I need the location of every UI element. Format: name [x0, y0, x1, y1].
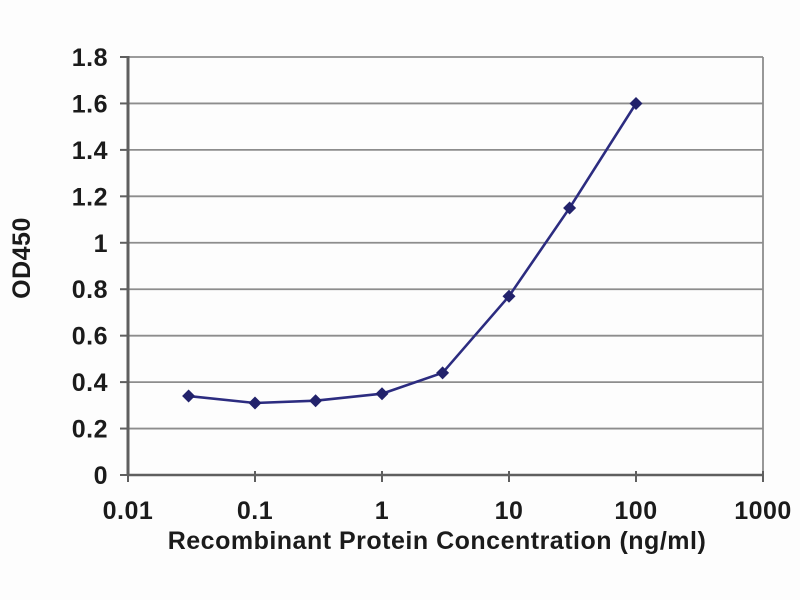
series-group	[182, 96, 643, 410]
x-tick-label: 0.1	[237, 497, 273, 525]
y-tick-label: 0.6	[72, 323, 108, 351]
gridlines-group	[128, 56, 764, 475]
y-tick-label: 0.8	[72, 276, 108, 304]
data-point-marker	[436, 366, 450, 380]
x-tick-label: 1000	[734, 497, 792, 525]
data-point-marker	[629, 96, 643, 110]
y-tick-label: 0.4	[72, 369, 108, 397]
x-tick-label: 100	[614, 497, 657, 525]
data-point-marker	[375, 387, 389, 401]
y-tick-label: 1.8	[72, 44, 108, 72]
x-axis-label: Recombinant Protein Concentration (ng/ml…	[168, 527, 707, 555]
data-point-marker	[309, 394, 323, 408]
y-axis-label: OD450	[8, 217, 36, 299]
y-tick-label: 1.6	[72, 90, 108, 118]
y-tick-label: 1.2	[72, 183, 108, 211]
y-tick-label: 0.2	[72, 416, 108, 444]
x-tick-label: 1	[375, 497, 389, 525]
tick-labels-group: 0 0.2 0.4 0.6 0.8 1 1.2 1.4 1.6 1.8 0.01 0.1 1 10 100 1…	[72, 44, 792, 525]
y-tick-label: 1	[94, 230, 108, 258]
x-tick-label: 10	[495, 497, 524, 525]
y-tick-label: 1.4	[72, 137, 108, 165]
data-point-marker	[248, 396, 262, 410]
data-point-marker	[182, 389, 196, 403]
x-tick-label: 0.01	[103, 497, 154, 525]
data-point-marker	[563, 201, 577, 215]
y-tick-label: 0	[94, 462, 108, 490]
data-point-marker	[502, 289, 516, 303]
series-line	[187, 102, 638, 405]
axes-group	[120, 56, 764, 482]
